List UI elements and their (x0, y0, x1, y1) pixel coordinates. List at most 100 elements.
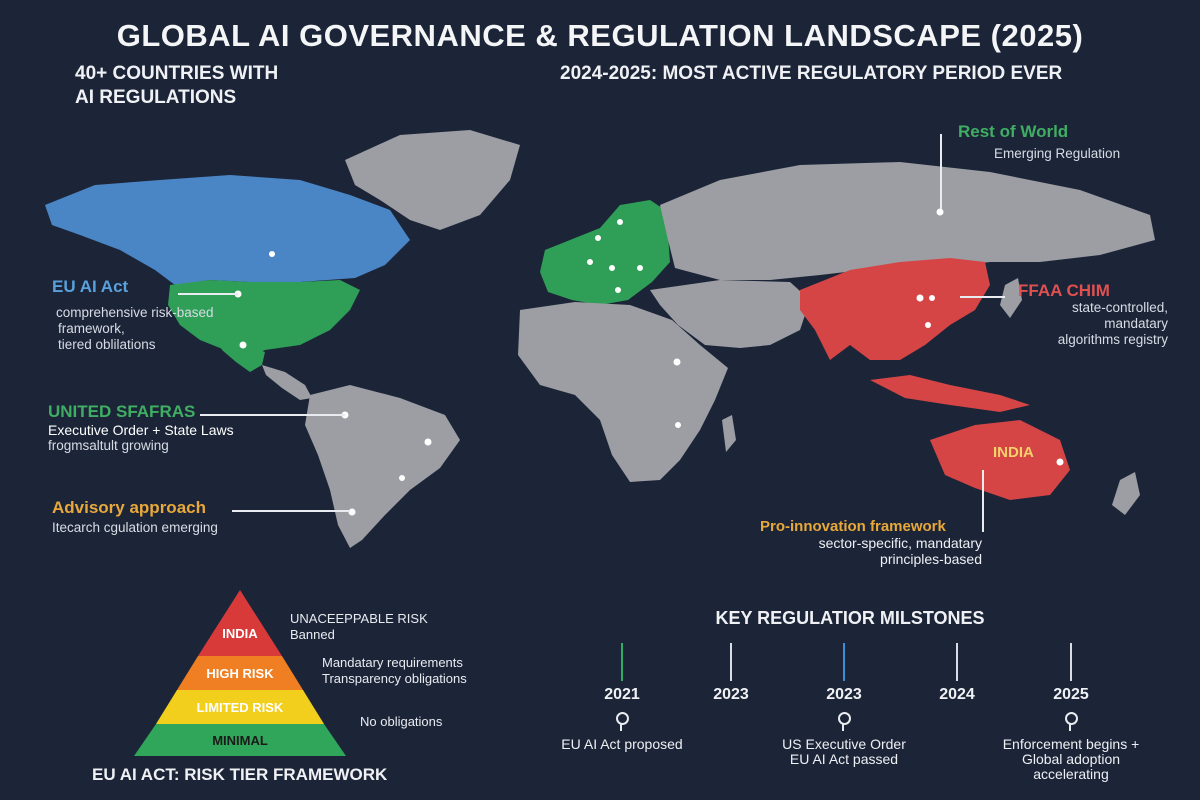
central-america-shape (262, 365, 312, 400)
pro-innovation-label: Pro-innovation framework sector-specific… (752, 518, 982, 567)
us-label: UNITED SFAFRAS Executive Order + State L… (48, 402, 234, 454)
us-title: UNITED SFAFRAS (48, 402, 196, 421)
china-title: FFAA CHIM (1018, 281, 1110, 300)
pro-innovation-desc-line1: sector-specific, mandatary (818, 535, 982, 551)
japan-shape (1000, 278, 1022, 318)
rest-of-world-desc: Emerging Regulation (994, 146, 1121, 161)
milestone-pin-stem (620, 724, 622, 731)
map-dot (615, 287, 621, 293)
advisory-title: Advisory approach (52, 498, 206, 517)
map-dot (239, 341, 247, 349)
milestone-description-line: EU AI Act proposed (561, 736, 683, 752)
map-dot (936, 208, 944, 216)
countries-stat-line1: 40+ COUNTRIES WITH (75, 63, 279, 84)
canada-region (45, 175, 410, 285)
world-map (45, 130, 1155, 548)
milestone-tick (1070, 643, 1072, 681)
madagascar-shape (722, 415, 736, 452)
china-desc-line2: algorithms registry (1057, 332, 1168, 347)
new-zealand-shape (1112, 472, 1140, 515)
rest-of-world-label: Rest of World Emerging Regulation (958, 122, 1120, 162)
milestone-description: EU AI Act proposed (532, 737, 712, 752)
advisory-desc: Itecarch cgulation emerging (52, 520, 218, 535)
greenland-shape (345, 130, 520, 230)
milestone-description: Enforcement begins + Global adoption accel… (981, 737, 1161, 782)
rest-of-world-connector (940, 134, 942, 209)
milestone-description-line: Enforcement begins + (1002, 736, 1140, 752)
map-dot (234, 290, 242, 298)
tier-high-shape (177, 656, 303, 690)
tier-limited-shape (156, 690, 324, 724)
milestone-tick (621, 643, 623, 681)
australia-tag: INDIA (993, 444, 1034, 461)
milestone-pin-icon (838, 712, 851, 725)
map-dot (341, 411, 349, 419)
map-dot (929, 295, 935, 301)
eu-ai-act-desc: comprehensive risk-based framework, tier… (52, 305, 214, 353)
southeast-asia-islands (870, 375, 1030, 412)
tier-note-line: Transparency obligations (322, 671, 467, 686)
milestone-tick (730, 643, 732, 681)
page-title: GLOBAL AI GOVERNANCE & REGULATION LANDSC… (116, 18, 1084, 53)
countries-stat: 40+ COUNTRIES WITH AI REGULATIONS (75, 62, 375, 110)
map-dot (424, 438, 432, 446)
tier-minimal-label: MINIMAL (212, 733, 268, 748)
countries-stat-line2: AI REGULATIONS (75, 87, 237, 108)
milestone-description-line: accelerating (1033, 766, 1109, 782)
milestone-year: 2024 (939, 686, 975, 703)
mexico-region (215, 335, 265, 372)
milestone-pin-icon (616, 712, 629, 725)
advisory-label: Advisory approach Itecarch cgulation eme… (52, 498, 218, 536)
milestone-year: 2025 (1053, 686, 1089, 703)
map-dot (673, 358, 681, 366)
china-india-region (800, 258, 990, 360)
map-dot (637, 265, 643, 271)
china-label: FFAA CHIM (1018, 281, 1110, 301)
milestone-tick (843, 643, 845, 681)
map-dot (925, 322, 931, 328)
middle-east-shape (650, 280, 810, 348)
pro-innovation-connector (982, 470, 984, 532)
map-dot (675, 422, 681, 428)
europe-region (540, 200, 670, 305)
china-desc: state-controlled, mandatary algorithms r… (1008, 300, 1168, 348)
rest-of-world-title: Rest of World (958, 122, 1069, 141)
tier-limited-label: LIMITED RISK (197, 700, 284, 715)
china-connector (960, 296, 1005, 298)
milestone-description-line: US Executive Order (782, 736, 906, 752)
milestone-description-line: Global adoption (1021, 751, 1121, 767)
tier-minimal-note: No obligations (360, 714, 442, 730)
map-dot (587, 259, 593, 265)
us-desc-line1: Executive Order + State Laws (48, 422, 234, 438)
tier-unacceptable-note: UNACEEPPABLE RISK Banned (290, 611, 428, 643)
tier-high-label: HIGH RISK (206, 666, 274, 681)
map-dot (348, 508, 356, 516)
us-connector (200, 414, 345, 416)
map-dot (399, 475, 405, 481)
milestone-tick (956, 643, 958, 681)
usa-region (168, 280, 360, 362)
tier-unacceptable-shape (198, 590, 282, 656)
map-dot (1056, 458, 1064, 466)
pro-innovation-desc-line2: principles-based (880, 551, 982, 567)
capital-dots (234, 208, 1064, 516)
tier-note-line: No obligations (360, 714, 443, 729)
us-desc-line2: frogmsaltult growing (48, 438, 169, 453)
milestone-description: US Executive Order EU AI Act passed (754, 737, 934, 767)
eu-desc-line: framework, (58, 321, 125, 336)
milestone-year: 2023 (713, 686, 749, 703)
china-desc-line1: state-controlled, mandatary (1071, 300, 1168, 331)
map-dot (916, 294, 924, 302)
eu-desc-line: tiered oblilations (58, 337, 156, 352)
map-dot (595, 235, 601, 241)
eu-ai-act-label: EU AI Act comprehensive risk-based frame… (52, 277, 214, 353)
eu-connector (178, 293, 238, 295)
africa-shape (518, 302, 728, 482)
milestone-year: 2021 (604, 686, 640, 703)
map-dot (609, 265, 615, 271)
active-period-stat: 2024-2025: MOST ACTIVE REGULATORY PERIOD… (560, 63, 1063, 84)
milestone-pin-icon (1065, 712, 1078, 725)
map-dot (269, 251, 275, 257)
milestone-year: 2023 (826, 686, 862, 703)
